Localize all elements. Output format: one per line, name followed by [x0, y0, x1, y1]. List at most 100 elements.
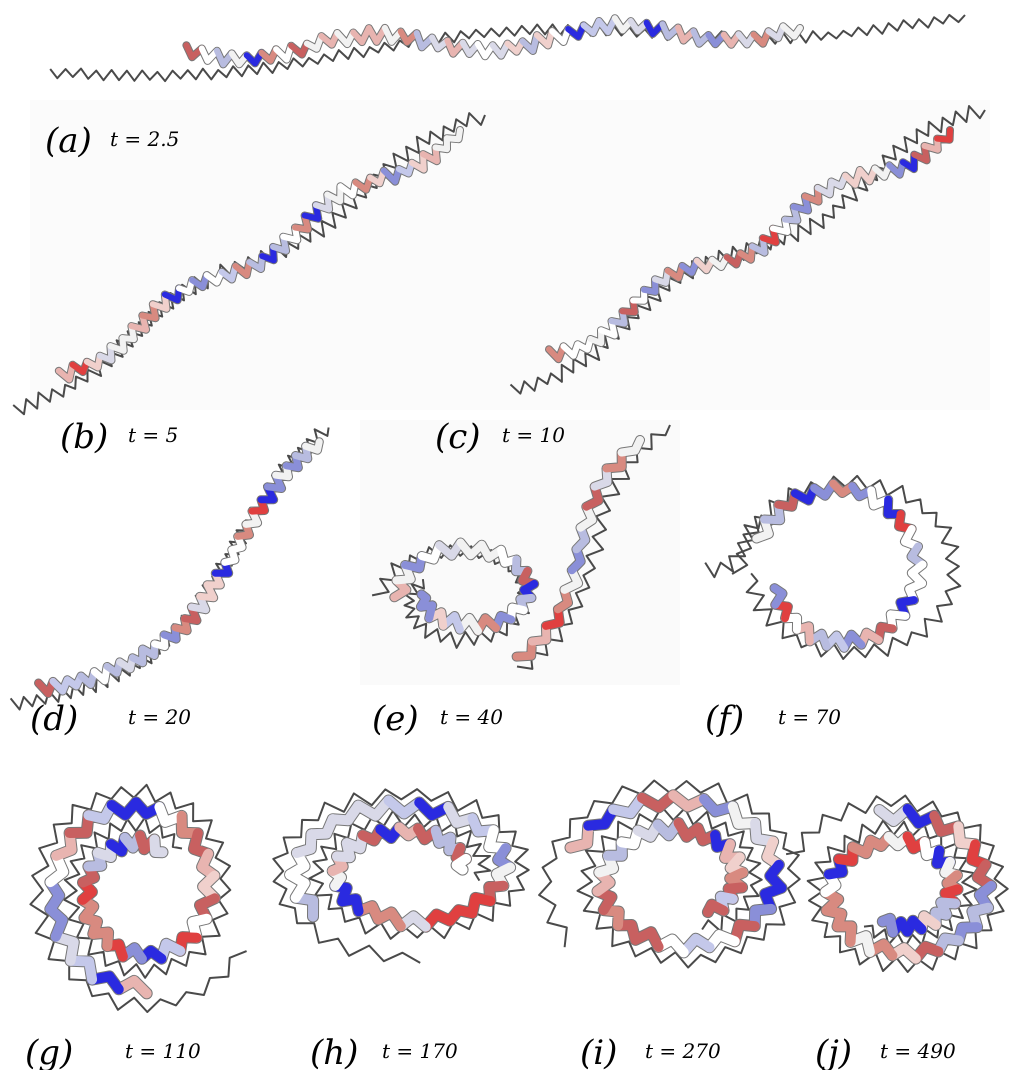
- tube-segment: [652, 267, 671, 286]
- tube-segment: [129, 645, 147, 667]
- tube-segment: [273, 42, 295, 63]
- tube-segment: [709, 254, 730, 270]
- tube-segment: [774, 489, 799, 511]
- tube-segment: [270, 233, 290, 254]
- backbone: [731, 474, 962, 660]
- tube-segment: [189, 272, 210, 291]
- tube-segment: [35, 677, 57, 697]
- tube-segment: [565, 820, 594, 853]
- tube-segment: [350, 25, 372, 46]
- tube-segment: [664, 262, 686, 281]
- tube-segment: [176, 810, 203, 839]
- time-label: t = 170: [382, 1039, 458, 1063]
- tube-segment: [765, 23, 787, 42]
- tube-segment: [45, 850, 69, 888]
- tube-segment: [171, 615, 191, 635]
- tube-segment: [627, 18, 650, 35]
- time-label: t = 70: [778, 705, 841, 729]
- tube-segment: [512, 637, 536, 661]
- tube-segment: [203, 268, 225, 286]
- tube-segment: [103, 658, 124, 677]
- tube-segment: [519, 32, 540, 54]
- tube-segment: [63, 672, 85, 690]
- backbone: [509, 105, 986, 395]
- tube-segment: [911, 142, 930, 164]
- tube-segment: [161, 285, 182, 304]
- tube-segment: [782, 203, 801, 224]
- tube-segment: [218, 263, 239, 283]
- tube-segment: [383, 795, 425, 819]
- panel-label: (c): [435, 417, 481, 457]
- tube-segment: [318, 30, 341, 48]
- tube-segment: [196, 581, 218, 602]
- tube-segment: [636, 790, 679, 813]
- tube-segment: [45, 904, 68, 942]
- tube-segment: [290, 892, 319, 922]
- tube-segment: [301, 202, 322, 222]
- tube-segment: [587, 327, 605, 347]
- tube-segment: [883, 495, 905, 519]
- time-label: t = 40: [440, 705, 503, 729]
- tube-segment: [617, 436, 644, 457]
- tube-segment: [608, 308, 628, 327]
- tube-segment: [900, 525, 922, 551]
- tube-segment: [459, 39, 481, 57]
- tube-segment: [619, 297, 638, 316]
- tube-segment: [877, 913, 898, 938]
- tube-segment: [149, 834, 168, 858]
- tube-segment: [805, 629, 831, 651]
- tube-segment: [181, 603, 201, 625]
- tube-segment: [792, 622, 814, 646]
- tube-segment: [675, 24, 697, 44]
- tube-segment: [392, 561, 415, 585]
- tube-segment: [608, 792, 647, 819]
- panel-label: (d): [30, 699, 78, 739]
- panel-label: (h): [310, 1033, 358, 1070]
- tube-segment: [611, 15, 634, 34]
- tube-segment: [749, 903, 777, 932]
- tube-segment: [907, 542, 927, 569]
- tube-segment: [417, 541, 444, 564]
- tube-segment: [242, 507, 262, 528]
- tube-segment: [455, 613, 482, 635]
- tube-segment: [456, 538, 486, 560]
- tube-segment: [87, 971, 124, 995]
- tube-segment: [151, 631, 169, 651]
- tube-segment: [874, 622, 897, 644]
- tube-segment: [845, 931, 875, 957]
- tube-segment: [246, 253, 266, 272]
- tube-segment: [759, 225, 779, 246]
- tube-segment: [45, 877, 65, 915]
- tube-segment: [679, 257, 700, 276]
- tube-segment: [910, 941, 944, 964]
- tube-segment: [737, 243, 756, 263]
- tube-segment: [720, 31, 742, 48]
- tube-segment: [288, 40, 310, 58]
- tube-segment: [258, 46, 280, 64]
- time-label: t = 490: [880, 1039, 956, 1063]
- tube-segment: [337, 179, 359, 199]
- tube-segment: [154, 802, 187, 827]
- tube-segment: [867, 486, 893, 510]
- tube-segment: [467, 892, 496, 919]
- tube-segment: [704, 930, 740, 953]
- tube-segment: [443, 801, 478, 828]
- tube-segment: [243, 49, 265, 67]
- tube-segment: [214, 47, 235, 68]
- tube-segment: [790, 484, 819, 505]
- tube-segment: [188, 828, 214, 859]
- tube-segment: [65, 955, 98, 985]
- tube-segment: [183, 42, 205, 61]
- tube-segment: [541, 605, 564, 630]
- tube-segment: [934, 127, 953, 143]
- panel-label: (i): [580, 1033, 617, 1070]
- tube-segment: [864, 939, 898, 961]
- tube-segment: [232, 259, 253, 279]
- tube-segment: [420, 909, 455, 932]
- panel-label: (a): [45, 121, 92, 161]
- tube-segment: [380, 166, 402, 185]
- tube-segment: [886, 610, 910, 633]
- tube-segment: [895, 510, 916, 533]
- tube-segment: [51, 828, 77, 861]
- tube-segment: [69, 358, 90, 376]
